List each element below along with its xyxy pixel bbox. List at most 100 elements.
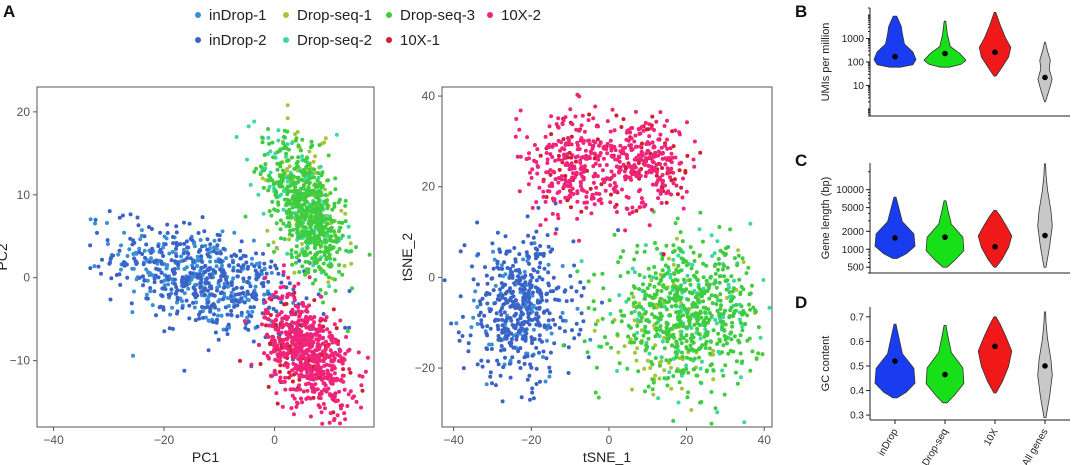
- point: [745, 338, 750, 343]
- point: [674, 350, 679, 355]
- point: [501, 302, 506, 307]
- point: [321, 233, 326, 238]
- point: [315, 251, 320, 256]
- point: [274, 309, 279, 314]
- point: [166, 277, 171, 282]
- violins: [874, 311, 1053, 418]
- point: [625, 270, 630, 275]
- series-indrop-2: [442, 201, 621, 404]
- point: [326, 370, 331, 375]
- point: [449, 321, 454, 326]
- point: [692, 312, 697, 317]
- point: [608, 200, 613, 205]
- point: [537, 323, 542, 328]
- point: [523, 338, 528, 343]
- point: [647, 134, 652, 139]
- point: [347, 347, 352, 352]
- point: [170, 326, 175, 331]
- point: [670, 284, 675, 289]
- point: [330, 336, 335, 341]
- point: [485, 301, 490, 306]
- y-tick-label: 5000: [842, 203, 865, 214]
- point: [712, 251, 717, 256]
- point: [164, 236, 169, 241]
- point: [137, 246, 142, 251]
- point: [563, 195, 568, 200]
- point: [516, 330, 521, 334]
- point: [525, 320, 530, 325]
- point: [262, 315, 267, 320]
- point: [225, 296, 230, 301]
- point: [334, 132, 339, 137]
- point: [591, 116, 596, 121]
- point: [193, 318, 198, 323]
- point: [266, 178, 271, 183]
- point: [705, 332, 709, 337]
- point: [629, 148, 634, 153]
- point: [325, 206, 330, 211]
- point: [665, 137, 669, 142]
- point: [161, 254, 166, 258]
- point: [569, 161, 574, 166]
- point: [590, 192, 595, 197]
- legend-item-drop-seq-2: Drop-seq-2: [283, 32, 372, 49]
- point: [292, 330, 297, 334]
- point: [322, 237, 327, 242]
- point: [196, 231, 201, 235]
- point: [272, 339, 277, 344]
- point: [647, 351, 652, 356]
- point: [591, 180, 596, 185]
- point: [256, 192, 261, 197]
- point: [170, 249, 175, 254]
- point: [513, 323, 518, 328]
- y-tick-label: 0.6: [850, 337, 864, 348]
- y-tick-label: 0.7: [850, 312, 864, 323]
- point: [658, 162, 663, 167]
- point: [495, 261, 500, 266]
- point: [659, 145, 664, 150]
- point: [525, 377, 530, 382]
- point: [245, 297, 250, 302]
- point: [329, 359, 334, 364]
- point: [518, 322, 523, 327]
- point: [609, 148, 614, 153]
- point: [285, 337, 290, 342]
- point: [608, 311, 613, 316]
- point: [543, 199, 548, 204]
- point: [239, 296, 244, 301]
- point: [497, 266, 501, 271]
- point: [492, 257, 497, 262]
- point: [660, 166, 664, 170]
- point: [152, 276, 157, 281]
- point: [634, 250, 639, 255]
- point: [192, 305, 197, 310]
- point: [285, 341, 290, 346]
- point: [703, 310, 707, 315]
- x-tick-label: 0: [606, 433, 613, 447]
- point: [704, 278, 709, 283]
- point: [544, 298, 549, 303]
- point: [316, 194, 321, 199]
- point: [343, 417, 348, 422]
- point: [315, 201, 320, 205]
- point: [598, 140, 603, 145]
- point: [478, 302, 483, 307]
- point: [301, 167, 306, 172]
- point: [579, 155, 584, 160]
- point: [538, 252, 543, 256]
- point: [321, 261, 326, 266]
- point: [591, 139, 596, 144]
- point: [275, 345, 280, 350]
- point: [186, 251, 190, 256]
- point: [343, 325, 348, 330]
- point: [541, 355, 545, 359]
- y-tick-label: 0: [23, 271, 30, 285]
- point: [248, 182, 253, 187]
- point: [479, 318, 484, 323]
- point: [311, 263, 316, 268]
- point: [572, 263, 577, 268]
- point: [742, 420, 747, 425]
- legend-label-indrop-1: inDrop-1: [209, 7, 267, 24]
- point: [283, 154, 288, 159]
- point: [167, 293, 172, 298]
